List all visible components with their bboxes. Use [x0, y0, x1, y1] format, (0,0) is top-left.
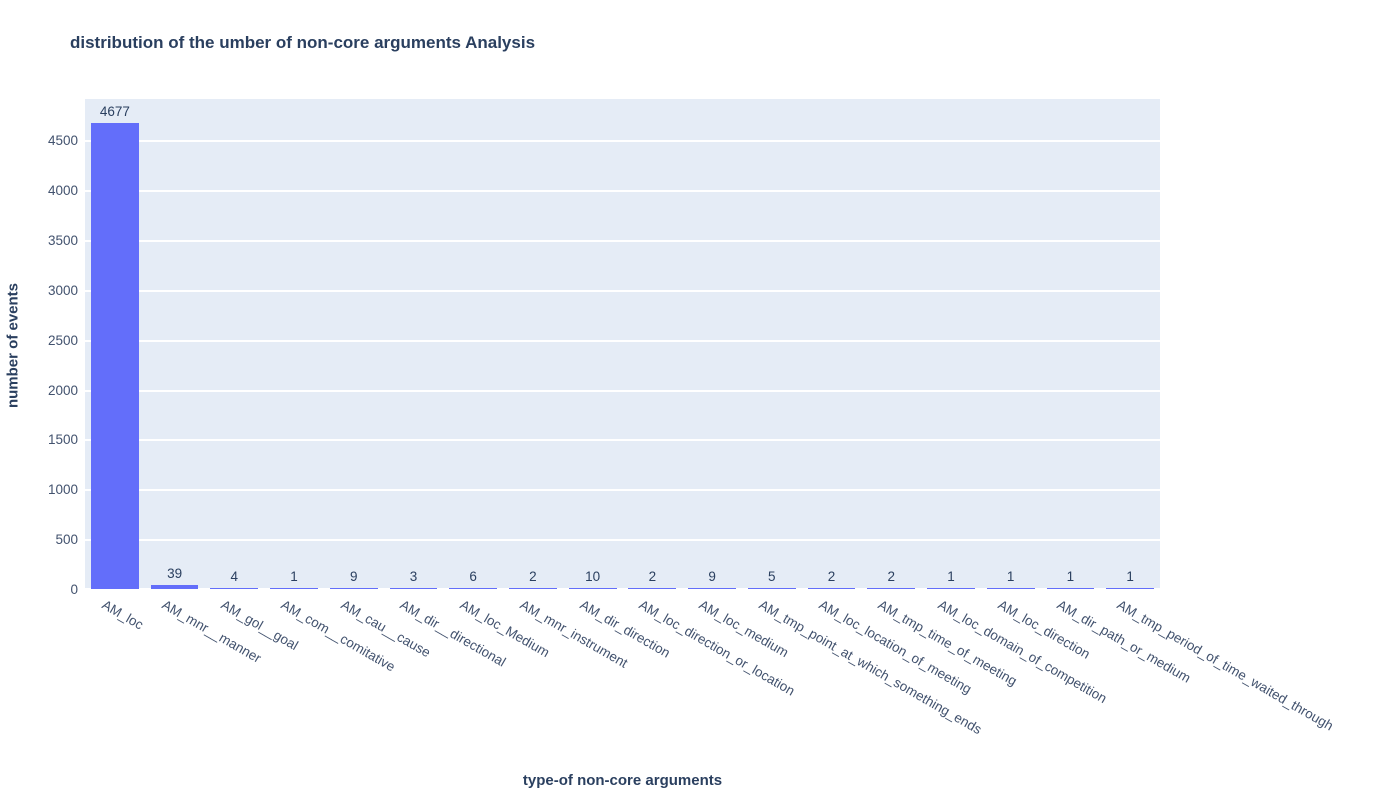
chart-title: distribution of the umber of non-core ar…	[70, 33, 536, 52]
bar[interactable]	[509, 588, 557, 589]
y-tick-label: 4500	[47, 133, 78, 149]
bar-value-label: 4677	[99, 103, 130, 119]
bar[interactable]	[90, 122, 139, 589]
bar[interactable]	[927, 588, 975, 589]
y-tick-label: 3500	[47, 233, 78, 249]
y-tick-label: 1500	[47, 432, 78, 448]
x-axis-title: type-of non-core arguments	[522, 772, 723, 789]
bar-value-label: 4	[230, 569, 239, 585]
bar[interactable]	[867, 588, 916, 589]
gridline	[85, 289, 1160, 292]
bar-value-label: 1	[1126, 569, 1134, 585]
bar[interactable]	[568, 588, 617, 589]
gridline	[85, 489, 1160, 492]
bar-value-label: 1	[1006, 569, 1015, 585]
gridline	[85, 140, 1160, 143]
bar[interactable]	[628, 588, 677, 589]
gridline	[85, 339, 1160, 342]
y-tick-label: 2500	[47, 332, 78, 348]
bar[interactable]	[329, 588, 378, 589]
gridline	[85, 190, 1160, 193]
bar[interactable]	[688, 588, 736, 589]
bar[interactable]	[389, 588, 438, 589]
bar[interactable]	[150, 585, 199, 589]
y-tick-label: 3000	[47, 282, 78, 298]
y-tick-label: 1000	[47, 482, 78, 498]
plot-area	[85, 99, 1160, 590]
gridline	[85, 539, 1160, 542]
bar[interactable]	[1106, 588, 1155, 589]
bar-value-label: 1	[947, 569, 955, 585]
bar-value-label: 10	[585, 569, 601, 584]
bar-value-label: 6	[469, 569, 477, 585]
bar-value-label: 9	[708, 569, 716, 585]
bar-value-label: 9	[349, 569, 358, 585]
zero-line	[85, 588, 1160, 590]
y-axis-title: number of events	[4, 282, 22, 409]
bar[interactable]	[1046, 588, 1095, 589]
bar-value-label: 39	[167, 566, 183, 582]
gridline	[85, 439, 1160, 442]
gridline	[85, 389, 1160, 392]
bar[interactable]	[807, 588, 856, 589]
bar[interactable]	[210, 588, 259, 589]
bar-value-label: 1	[290, 569, 298, 585]
bar-value-label: 3	[409, 569, 418, 585]
bar-value-label: 5	[768, 569, 776, 585]
gridline	[85, 240, 1160, 243]
y-tick-label: 4000	[47, 183, 78, 199]
y-tick-label: 0	[70, 582, 78, 597]
bar-value-label: 1	[1066, 569, 1075, 585]
bar-value-label: 2	[887, 569, 895, 585]
y-tick-label: 2000	[47, 382, 78, 398]
bar[interactable]	[747, 588, 796, 589]
y-tick-label: 500	[55, 532, 78, 548]
bar-value-label: 2	[529, 569, 537, 585]
bar[interactable]	[449, 588, 498, 589]
bar-value-label: 2	[827, 569, 836, 585]
bar[interactable]	[270, 588, 318, 589]
bar-value-label: 2	[648, 569, 657, 585]
bar[interactable]	[986, 588, 1035, 589]
